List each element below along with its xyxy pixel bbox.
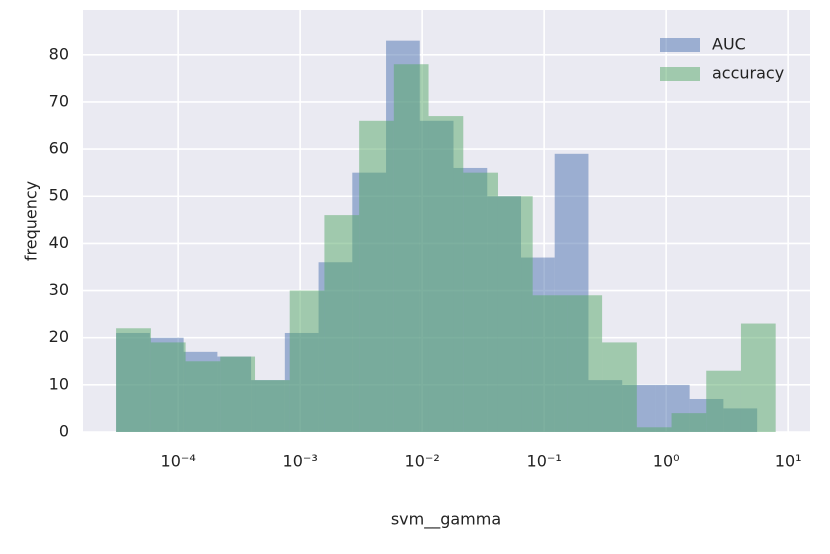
x-tick-label: 10⁻⁴: [161, 452, 196, 471]
histogram-bar: [393, 64, 429, 433]
histogram-bar: [740, 323, 776, 432]
y-tick-label: 60: [49, 139, 69, 158]
y-tick-label: 70: [49, 91, 69, 110]
histogram-bar: [463, 172, 498, 432]
x-tick-label: 10⁻¹: [527, 452, 562, 471]
histogram-bar: [532, 295, 568, 432]
histogram-bar: [636, 427, 672, 432]
y-tick-label: 50: [49, 186, 69, 205]
y-tick-label: 20: [49, 327, 69, 346]
x-axis-label: svm__gamma: [391, 510, 501, 530]
histogram-bar: [359, 120, 394, 432]
histogram-bar: [220, 356, 256, 432]
legend-label: AUC: [712, 35, 746, 54]
y-axis-label: frequency: [22, 181, 41, 261]
histogram-bar: [255, 380, 290, 432]
histogram-bar: [150, 342, 186, 432]
legend-label: accuracy: [712, 64, 784, 83]
y-tick-label: 30: [49, 280, 69, 299]
histogram-bar: [602, 342, 637, 432]
histogram-bar: [289, 290, 325, 432]
x-tick-label: 10⁰: [653, 452, 680, 471]
histogram-bar: [497, 196, 533, 432]
y-tick-label: 40: [49, 233, 69, 252]
x-tick-label: 10¹: [775, 452, 802, 471]
legend-swatch: [660, 67, 700, 81]
histogram-bar: [567, 295, 603, 432]
legend-swatch: [660, 38, 700, 52]
histogram-bar: [324, 215, 360, 432]
y-tick-label: 10: [49, 374, 69, 393]
histogram-bar: [185, 361, 221, 432]
y-tick-label: 80: [49, 44, 69, 63]
histogram-bar: [116, 328, 151, 432]
x-tick-label: 10⁻³: [283, 452, 318, 471]
y-tick-label: 0: [59, 422, 69, 441]
x-tick-label: 10⁻²: [405, 452, 440, 471]
histogram-bar: [428, 116, 464, 432]
histogram-bar: [706, 370, 741, 432]
histogram-bar: [671, 413, 707, 432]
